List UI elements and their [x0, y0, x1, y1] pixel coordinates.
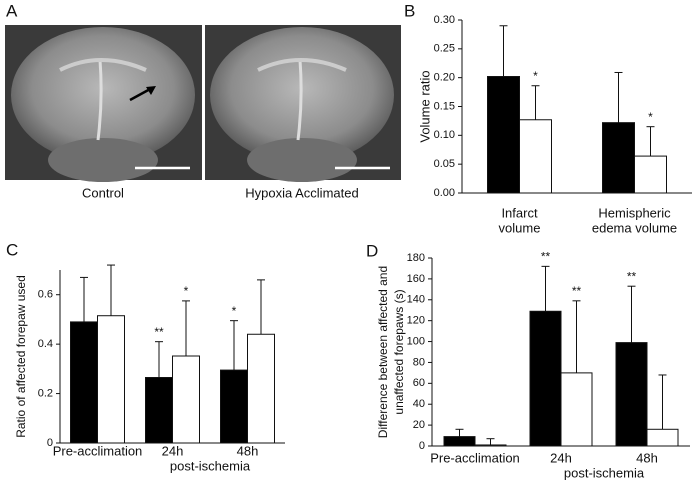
- bar: [220, 369, 248, 444]
- panel-label: C: [6, 240, 18, 259]
- x-axis-label: post-ischemia: [170, 458, 251, 473]
- significance-label: **: [541, 250, 551, 264]
- y-axis-label: Ratio of affected forepaw used: [14, 275, 28, 438]
- significance-label: *: [184, 284, 189, 298]
- y-tick-label: 40: [413, 398, 425, 410]
- y-tick-label: 0.2: [38, 387, 53, 399]
- bar: [634, 155, 667, 194]
- significance-label: *: [533, 69, 538, 83]
- significance-label: *: [648, 110, 653, 124]
- x-axis-label: post-ischemia: [564, 465, 645, 480]
- bar: [519, 119, 552, 194]
- y-tick-label: 0.4: [38, 338, 53, 350]
- x-tick-label: 24h: [162, 443, 184, 458]
- bar: [443, 436, 476, 447]
- y-tick-label: 0.20: [434, 72, 455, 84]
- image-caption: Control: [82, 185, 124, 200]
- bar: [560, 372, 593, 447]
- x-tick-label: Pre-acclimation: [53, 443, 143, 458]
- y-tick-label: 0.00: [434, 187, 455, 199]
- bar: [602, 122, 635, 194]
- y-tick-label: 0.30: [434, 14, 455, 26]
- y-tick-label: 20: [413, 419, 425, 431]
- image-caption: Hypoxia Acclimated: [245, 185, 358, 200]
- x-tick-label: edema volume: [592, 220, 677, 235]
- bar: [97, 315, 125, 444]
- x-tick-label: Pre-acclimation: [430, 450, 520, 465]
- bar: [615, 342, 648, 447]
- panel-label: B: [404, 1, 415, 20]
- y-tick-label: 180: [407, 252, 425, 264]
- panel-label: D: [366, 241, 378, 260]
- y-tick-label: 0.6: [38, 289, 53, 301]
- y-tick-label: 140: [407, 294, 425, 306]
- y-tick-label: 60: [413, 377, 425, 389]
- x-tick-label: 24h: [550, 450, 572, 465]
- y-tick-label: 0.10: [434, 129, 455, 141]
- mri-image: [5, 25, 202, 182]
- y-tick-label: 0.05: [434, 158, 455, 170]
- bar: [172, 355, 200, 444]
- x-tick-label: Hemispheric: [598, 205, 671, 220]
- significance-label: **: [154, 325, 164, 339]
- significance-label: *: [232, 304, 237, 318]
- y-tick-label: 160: [407, 273, 425, 285]
- y-axis-label: Volume ratio: [417, 70, 432, 142]
- y-tick-label: 0: [419, 440, 425, 452]
- bar: [474, 444, 507, 447]
- y-tick-label: 0.15: [434, 100, 455, 112]
- panel-label: A: [6, 1, 18, 20]
- x-tick-label: 48h: [237, 443, 259, 458]
- significance-label: **: [572, 284, 582, 298]
- bar: [247, 333, 275, 444]
- bar: [145, 377, 173, 444]
- bar: [529, 310, 562, 447]
- x-tick-label: 48h: [636, 450, 658, 465]
- y-tick-label: 0: [47, 437, 53, 449]
- mri-image: [205, 25, 401, 182]
- y-tick-label: 80: [413, 356, 425, 368]
- bar: [646, 428, 679, 447]
- significance-label: **: [627, 269, 637, 283]
- x-tick-label: Infarct: [501, 205, 538, 220]
- bar: [487, 76, 520, 194]
- y-axis-label: Difference between affected and: [376, 266, 390, 438]
- y-tick-label: 100: [407, 335, 425, 347]
- y-tick-label: 0.25: [434, 43, 455, 55]
- x-tick-label: volume: [499, 220, 541, 235]
- y-axis-label: unaffected forepaws (s): [392, 289, 406, 414]
- y-tick-label: 120: [407, 315, 425, 327]
- bar: [70, 321, 98, 444]
